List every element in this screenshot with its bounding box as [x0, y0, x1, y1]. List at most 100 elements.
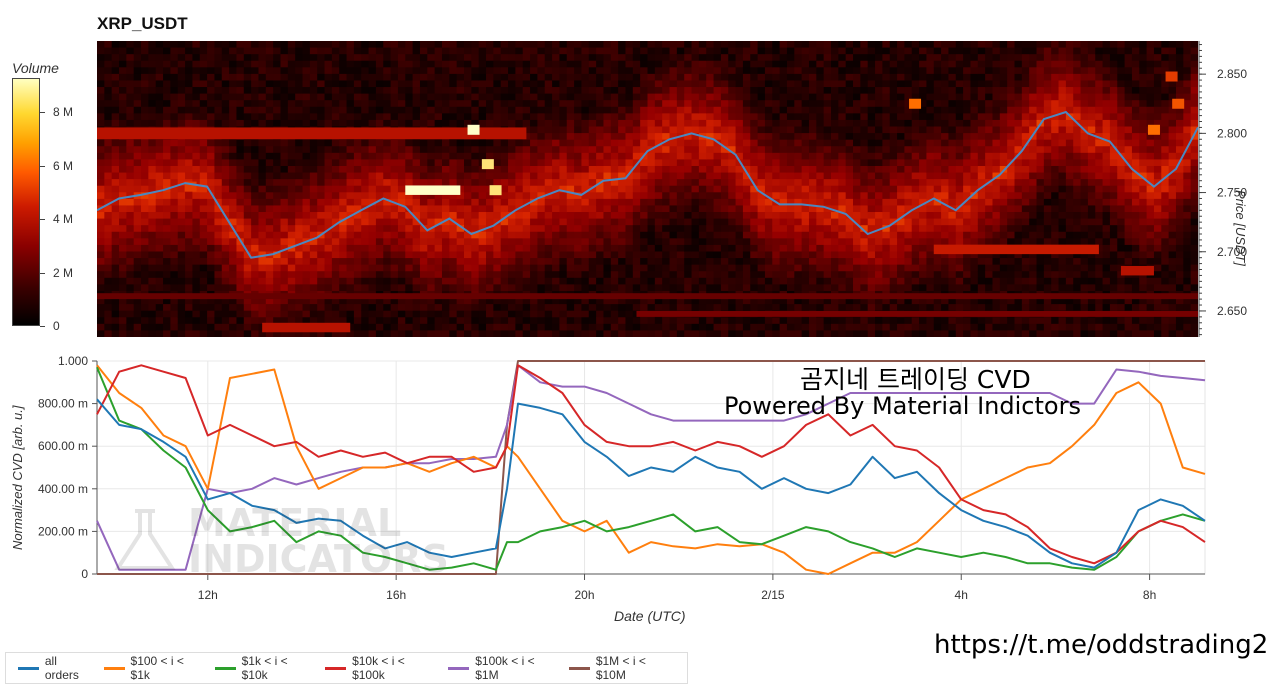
- heatmap-cell: [794, 106, 803, 114]
- heatmap-cell: [353, 238, 362, 246]
- heatmap-cell: [177, 146, 186, 154]
- heatmap-cell: [324, 60, 333, 68]
- heatmap-cell: [713, 179, 722, 187]
- heatmap-cell: [860, 231, 869, 239]
- heatmap-cell: [464, 139, 472, 147]
- heatmap-cell: [111, 205, 120, 213]
- heatmap-cell: [808, 54, 817, 62]
- heatmap-cell: [603, 165, 612, 174]
- heatmap-cell: [185, 192, 193, 200]
- heatmap-cell: [464, 185, 472, 193]
- heatmap-cell: [111, 119, 120, 128]
- heatmap-cell: [875, 41, 883, 49]
- heatmap-cell: [207, 258, 215, 266]
- heatmap-cell: [185, 212, 193, 220]
- heatmap-cell: [647, 198, 656, 206]
- heatmap-cell: [126, 159, 135, 167]
- colorbar-tick-label: 6 M: [53, 158, 74, 173]
- heatmap-cell: [141, 106, 149, 114]
- heatmap-cell: [750, 212, 759, 220]
- heatmap-cell: [361, 225, 370, 233]
- heatmap-cell: [383, 113, 392, 121]
- heatmap-cell: [214, 192, 223, 200]
- heatmap-cell: [493, 113, 502, 121]
- heatmap-cell: [486, 47, 494, 55]
- heatmap-cell: [97, 93, 105, 101]
- heatmap-cell: [221, 238, 230, 246]
- heatmap-cell: [779, 172, 788, 180]
- heatmap-cell: [860, 41, 869, 49]
- heatmap-cell: [405, 113, 414, 121]
- heatmap-cell: [574, 323, 582, 331]
- heatmap-cell: [647, 218, 656, 226]
- heatmap-cell: [757, 119, 766, 128]
- heatmap-cell: [251, 198, 259, 206]
- heatmap-cell: [786, 73, 795, 81]
- heatmap-cell: [163, 330, 171, 337]
- heatmap-cell: [383, 41, 392, 49]
- heatmap-cell: [295, 185, 304, 193]
- heatmap-cell: [610, 165, 619, 174]
- heatmap-cell: [875, 100, 883, 108]
- heatmap-cell: [412, 212, 421, 220]
- heatmap-cell: [515, 87, 524, 95]
- heatmap-cell: [853, 205, 861, 213]
- heatmap-cell: [104, 218, 113, 226]
- heatmap-cell: [831, 238, 839, 246]
- heatmap-cell: [221, 179, 230, 187]
- heatmap-cell: [192, 87, 201, 95]
- heatmap-cell: [126, 218, 135, 226]
- heatmap-cell: [251, 297, 259, 305]
- heatmap-cell: [251, 304, 259, 312]
- heatmap-cell: [735, 238, 744, 246]
- heatmap-cell: [618, 185, 626, 193]
- heatmap-cell: [126, 113, 135, 121]
- heatmap-cell: [493, 47, 502, 55]
- heatmap-cell: [706, 146, 715, 154]
- heatmap-cell: [728, 244, 737, 252]
- heatmap-cell: [500, 212, 509, 220]
- heatmap-cell: [419, 172, 428, 180]
- heatmap-cell: [412, 159, 421, 167]
- heatmap-cell: [574, 54, 582, 62]
- heatmap-cell: [508, 113, 516, 121]
- heatmap-cell: [706, 165, 715, 174]
- heatmap-cell: [838, 159, 847, 167]
- heatmap-cell: [185, 41, 193, 49]
- heatmap-cell: [390, 212, 399, 220]
- heatmap-cell: [574, 244, 582, 252]
- heatmap-cell: [750, 304, 759, 312]
- heatmap-cell: [831, 172, 839, 180]
- heatmap-cell: [434, 277, 443, 285]
- heatmap-cell: [728, 179, 737, 187]
- heatmap-cell: [185, 198, 193, 206]
- heatmap-cell: [698, 317, 707, 325]
- heatmap-cell: [500, 192, 509, 200]
- heatmap-cell: [97, 244, 105, 252]
- heatmap-cell: [588, 93, 597, 101]
- heatmap-cell: [713, 317, 722, 325]
- heatmap-cell: [97, 251, 105, 259]
- heatmap-cell: [368, 172, 377, 180]
- price-heatmap[interactable]: [97, 41, 1198, 337]
- heatmap-cell: [148, 165, 157, 174]
- heatmap-cell: [897, 277, 905, 285]
- heatmap-cell: [706, 100, 715, 108]
- heatmap-cell: [698, 100, 707, 108]
- heatmap-cell: [390, 304, 399, 312]
- heatmap-cell: [97, 67, 105, 75]
- heatmap-cell: [853, 251, 861, 259]
- heatmap-cell: [882, 304, 891, 312]
- heatmap-cell: [419, 251, 428, 259]
- heatmap-cell: [757, 231, 766, 239]
- heatmap-cell: [456, 284, 465, 292]
- heatmap-cell: [662, 159, 671, 167]
- heatmap-cell: [698, 73, 707, 81]
- heatmap-cell: [346, 152, 355, 160]
- heatmap-cell: [207, 297, 215, 305]
- heatmap-cell: [904, 73, 913, 81]
- heatmap-cell: [375, 172, 384, 180]
- heatmap-cell: [559, 225, 568, 233]
- heatmap-cell: [508, 310, 516, 318]
- heatmap-cell: [515, 159, 524, 167]
